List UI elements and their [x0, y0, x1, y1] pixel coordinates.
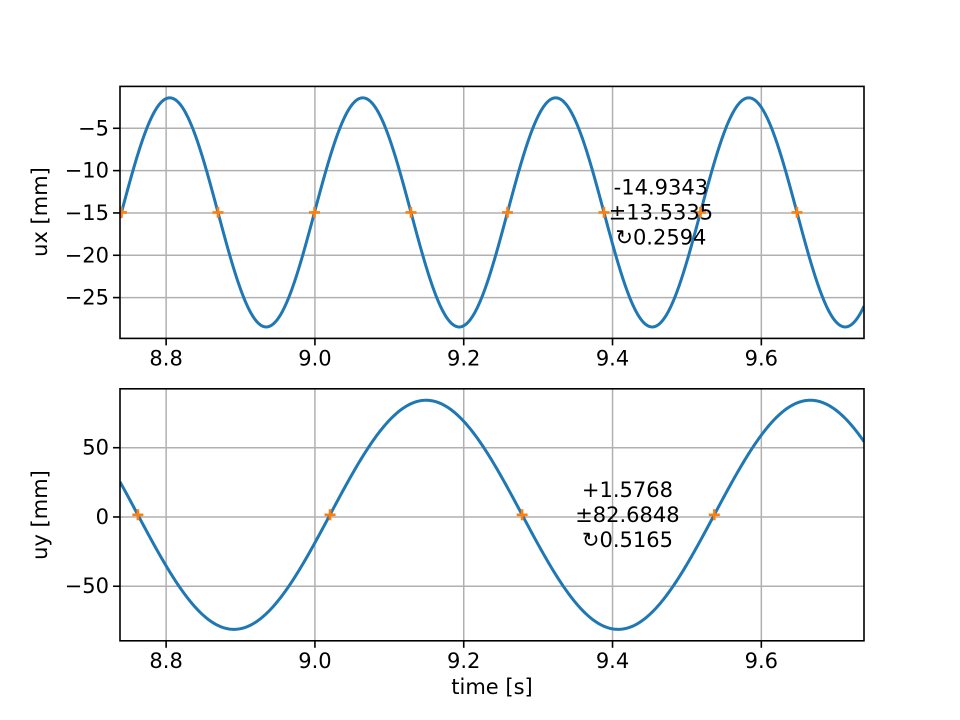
time-x-axis-label: time [s] — [451, 675, 533, 699]
plus-marker — [516, 509, 528, 521]
annotation-line: -14.9343 — [614, 175, 708, 199]
y-tick-label: −15 — [65, 201, 109, 225]
plus-marker — [501, 206, 513, 218]
x-tick-label: 9.4 — [596, 649, 629, 673]
x-tick-label: 9.6 — [745, 346, 778, 370]
curve-ux — [120, 96, 864, 329]
plus-marker — [694, 206, 706, 218]
y-tick-label: −50 — [65, 574, 109, 598]
x-tick-label: 9.6 — [745, 649, 778, 673]
plus-marker — [324, 509, 336, 521]
annotation-line: ±13.5335 — [609, 200, 713, 224]
y-tick-label: 0 — [96, 505, 109, 529]
y-tick-label: −5 — [78, 116, 109, 140]
plus-marker — [212, 206, 224, 218]
x-tick-label: 8.8 — [149, 649, 182, 673]
annotation-line: ↻0.2594 — [615, 225, 706, 249]
plus-marker — [120, 206, 127, 218]
x-tick-label: 8.8 — [149, 346, 182, 370]
plus-marker — [132, 509, 144, 521]
marker-group — [120, 206, 803, 218]
subplot-ux: 8.8 9.0 9.2 9.4 9.6 −5 −10 −15 −20 −25 -14.9343±13… — [65, 85, 865, 370]
x-tick-label: 9.2 — [447, 649, 480, 673]
annotation-line: ↻0.5165 — [582, 528, 673, 552]
uy-y-axis-label: uy [mm] — [28, 470, 52, 560]
x-tick-label: 9.0 — [298, 346, 331, 370]
plus-marker — [405, 206, 417, 218]
curve-uy — [120, 398, 864, 631]
plus-marker — [598, 206, 610, 218]
marker-group — [132, 509, 720, 521]
annotation-line: ±82.6848 — [575, 503, 679, 527]
annotation-line: +1.5768 — [582, 478, 673, 502]
y-tick-label: −10 — [65, 159, 109, 183]
ux-y-axis-label: ux [mm] — [28, 167, 52, 257]
plus-marker — [308, 206, 320, 218]
y-tick-label: 50 — [82, 436, 109, 460]
y-tick-label: −20 — [65, 243, 109, 267]
x-tick-label: 9.2 — [447, 346, 480, 370]
plus-marker — [708, 509, 720, 521]
subplot-uy: 8.8 9.0 9.2 9.4 9.6 50 0 −50 +1.5768±82.6848↻0.5… — [65, 387, 865, 673]
axes-spines — [119, 387, 865, 642]
x-tick-label: 9.0 — [298, 649, 331, 673]
y-tick-label: −25 — [65, 286, 109, 310]
plus-marker — [791, 206, 803, 218]
x-tick-label: 9.4 — [596, 346, 629, 370]
